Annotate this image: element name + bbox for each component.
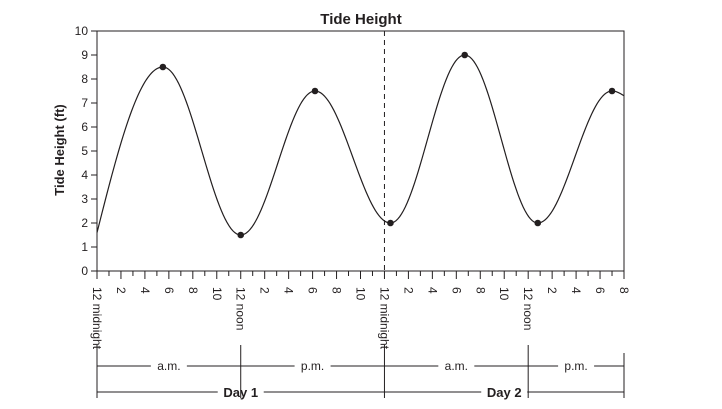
y-tick-label: 6 [81,120,88,134]
y-axis-label: Tide Height (ft) [52,104,67,195]
tide-point [311,87,319,95]
x-tick-label: 6 [162,287,176,294]
x-tick-label: 6 [306,287,320,294]
y-axis: 0 1 2 3 4 5 6 7 8 9 10 [75,24,97,278]
x-tick-label: 8 [617,287,631,294]
day-label: Day 2 [487,385,522,400]
x-tick-label: 2 [114,287,128,294]
x-tick-label: 4 [425,287,439,294]
period-label: p.m. [564,359,587,373]
y-tick-label: 3 [81,192,88,206]
period-label: p.m. [301,359,324,373]
tide-curve [96,54,625,236]
x-tick-label: 8 [330,287,344,294]
y-tick-label: 7 [81,96,88,110]
x-tick-label: 10 [354,287,368,301]
x-tick-label: 12 midnight [377,287,391,350]
period-label: a.m. [445,359,468,373]
x-tick-label: 6 [593,287,607,294]
plot-frame [96,30,625,272]
y-tick-label: 0 [81,264,88,278]
x-axis: 12 midnight 2 4 6 8 10 12 noon 2 4 6 8 10 12 midnigh… [90,271,631,398]
chart-title: Tide Height [320,11,401,28]
tide-point [159,63,167,71]
x-tick-label: 4 [282,287,296,294]
y-tick-label: 9 [81,48,88,62]
x-tick-label: 2 [545,287,559,294]
x-tick-label: 2 [258,287,272,294]
x-tick-label: 10 [497,287,511,301]
tide-point [387,219,394,227]
x-tick-label: 6 [449,287,463,294]
x-tick-label: 10 [210,287,224,301]
tide-extrema-markers [159,51,616,239]
y-tick-label: 10 [75,24,89,38]
x-tick-label: 12 noon [521,287,535,330]
y-tick-label: 4 [81,168,88,182]
y-tick-label: 5 [81,144,88,158]
x-tick-label: 4 [569,287,583,294]
x-tick-label: 12 midnight [90,287,104,350]
tide-point [237,231,245,239]
period-label: a.m. [157,359,180,373]
day-label: Day 1 [223,385,258,400]
am-pm-brackets: a.m. p.m. a.m. p.m. [97,359,624,373]
x-tick-label: 4 [138,287,152,294]
y-tick-label: 8 [81,72,88,86]
x-tick-label: 8 [186,287,200,294]
x-tick-label: 2 [401,287,415,294]
y-tick-label: 1 [81,240,88,254]
day-brackets: Day 1 Day 2 [97,385,624,400]
tide-point [534,219,542,227]
x-tick-label: 12 noon [234,287,248,330]
tide-point [461,51,469,59]
tide-point [608,87,616,95]
y-tick-label: 2 [81,216,88,230]
x-tick-label: 8 [473,287,487,294]
